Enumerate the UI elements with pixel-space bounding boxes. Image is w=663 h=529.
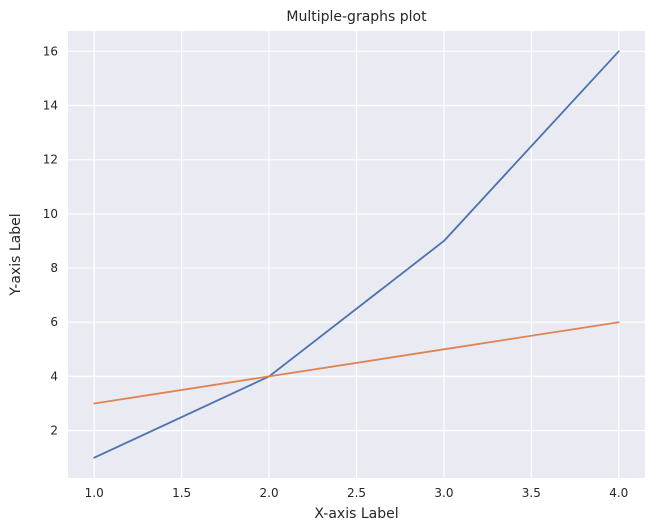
series-line-1 — [93, 50, 620, 459]
grid — [68, 31, 645, 478]
y-tick-label: 16 — [43, 44, 58, 58]
y-tick-label: 4 — [50, 369, 58, 383]
y-axis-label: Y-axis Label — [8, 213, 24, 296]
x-axis-label: X-axis Label — [314, 506, 398, 522]
x-tick-label: 3.0 — [434, 486, 453, 500]
x-tick-label: 1.0 — [85, 486, 104, 500]
chart-title: Multiple-graphs plot — [286, 9, 427, 25]
y-tick-label: 8 — [50, 261, 58, 275]
y-tick-label: 14 — [43, 99, 58, 113]
x-tick-label: 2.5 — [347, 486, 366, 500]
y-tick-label: 6 — [50, 315, 58, 329]
y-axis-ticks: 2 4 6 8 10 12 14 16 — [43, 44, 58, 437]
x-tick-label: 4.0 — [609, 486, 628, 500]
series-line-2 — [93, 321, 620, 405]
y-tick-label: 2 — [50, 424, 58, 438]
series-group — [93, 50, 620, 459]
y-tick-label: 10 — [43, 207, 58, 221]
x-tick-label: 3.5 — [522, 486, 541, 500]
y-tick-label: 12 — [43, 153, 58, 167]
x-tick-label: 2.0 — [260, 486, 279, 500]
x-tick-label: 1.5 — [172, 486, 191, 500]
x-axis-ticks: 1.0 1.5 2.0 2.5 3.0 3.5 4.0 — [85, 486, 629, 500]
